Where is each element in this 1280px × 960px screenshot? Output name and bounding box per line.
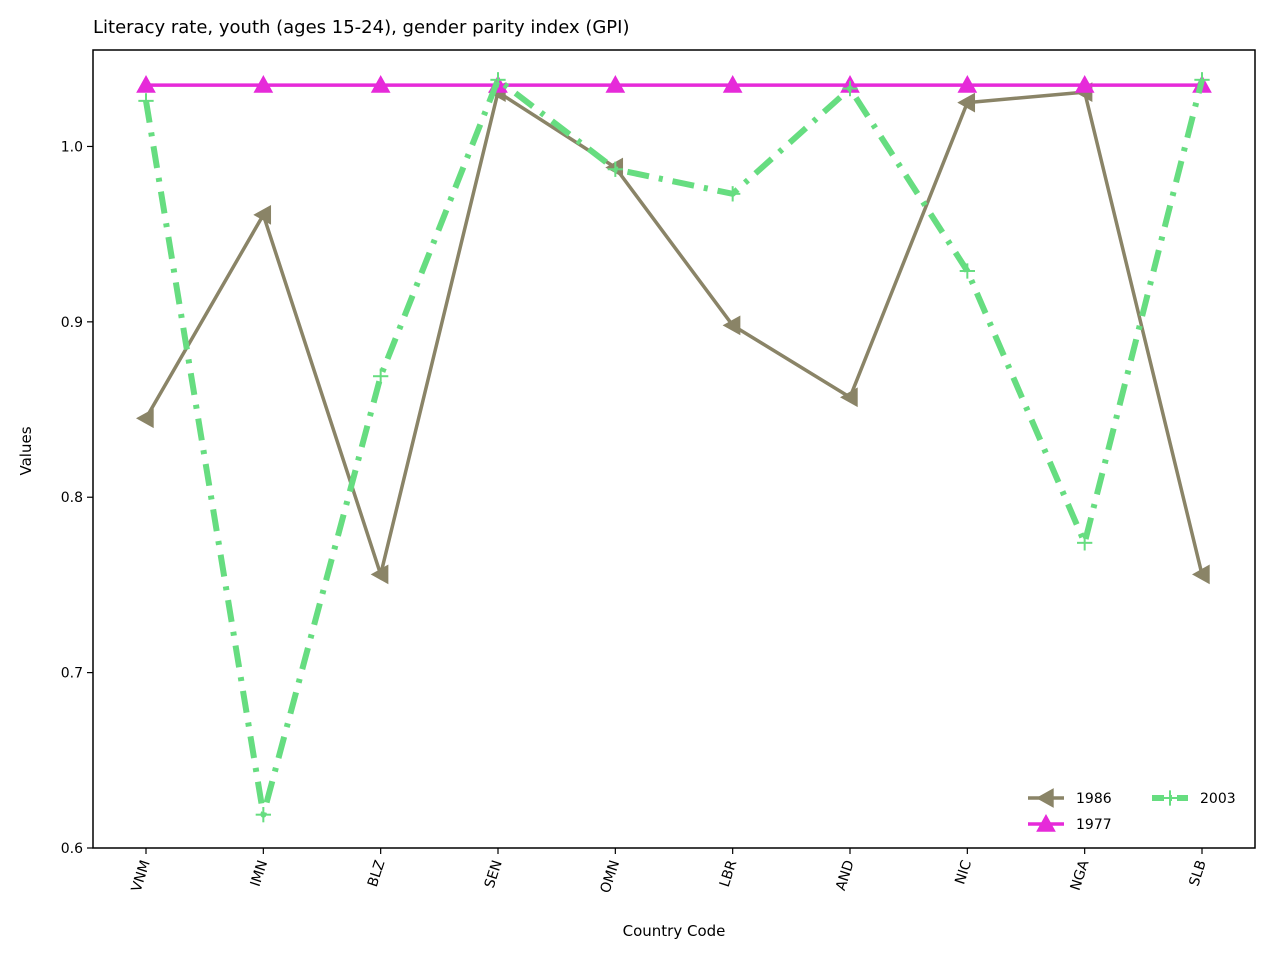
- data-point: [605, 75, 626, 93]
- data-point: [1194, 72, 1210, 88]
- data-point: [957, 75, 978, 93]
- y-tick-label: 0.8: [61, 490, 83, 506]
- series-line: [143, 76, 1205, 818]
- data-point: [253, 205, 272, 225]
- legend-marker: [1162, 790, 1178, 806]
- series-line: [144, 90, 1204, 577]
- data-point: [959, 263, 975, 279]
- series-1986: [135, 82, 1210, 585]
- x-tick-label: IMN: [248, 858, 271, 888]
- y-tick-label: 1.0: [61, 139, 83, 155]
- data-point: [138, 93, 154, 109]
- x-axis-title: Country Code: [623, 922, 726, 940]
- legend-item-2003: 2003: [1152, 790, 1236, 807]
- x-axis: VNM IMN BLZ SEN OMN LBR AND NIC NGA SLB: [129, 848, 1210, 895]
- legend-item-1977: 1977: [1028, 813, 1112, 833]
- data-point: [722, 315, 741, 336]
- legend-label: 1986: [1076, 791, 1112, 807]
- x-tick-label: NIC: [952, 858, 975, 886]
- y-axis: 0.6 0.7 0.8 0.9 1.0: [61, 139, 93, 857]
- data-point: [1191, 564, 1210, 585]
- data-point: [135, 408, 154, 429]
- data-point: [370, 564, 389, 585]
- series-layer: [135, 72, 1212, 823]
- plot-frame: [92, 49, 1256, 849]
- legend-marker: [1036, 813, 1056, 832]
- data-point: [957, 92, 976, 113]
- y-tick-label: 0.6: [61, 841, 83, 857]
- data-point: [839, 387, 858, 408]
- data-point: [722, 75, 743, 93]
- data-point: [373, 368, 389, 384]
- chart-title: Literacy rate, youth (ages 15-24), gende…: [93, 17, 630, 38]
- data-point: [253, 75, 274, 93]
- data-point: [842, 80, 858, 97]
- x-tick-label: LBR: [717, 858, 741, 889]
- x-tick-label: NGA: [1068, 858, 1093, 893]
- data-point: [607, 161, 623, 177]
- data-point: [1074, 75, 1095, 93]
- data-point: [490, 72, 506, 88]
- data-point: [725, 186, 741, 202]
- x-tick-label: AND: [833, 858, 858, 892]
- y-tick-label: 0.9: [61, 315, 83, 331]
- x-tick-label: BLZ: [365, 858, 389, 889]
- y-tick-label: 0.7: [61, 666, 83, 682]
- legend-item-1986: 1986: [1028, 788, 1112, 808]
- series-2003: [138, 72, 1210, 823]
- series-1977: [136, 75, 1212, 93]
- x-tick-label: SLB: [1186, 858, 1209, 888]
- data-point: [136, 75, 156, 93]
- x-tick-label: VNM: [129, 858, 154, 894]
- x-tick-label: SEN: [482, 858, 506, 890]
- y-axis-title: Values: [17, 426, 35, 475]
- data-point: [1077, 535, 1093, 551]
- data-point: [370, 75, 391, 93]
- data-point: [255, 807, 271, 823]
- legend-label: 1977: [1076, 817, 1112, 833]
- x-tick-label: OMN: [598, 858, 624, 895]
- legend-marker: [1035, 788, 1054, 808]
- legend: 1986 1977 2003: [1028, 788, 1236, 833]
- legend-label: 2003: [1200, 791, 1236, 807]
